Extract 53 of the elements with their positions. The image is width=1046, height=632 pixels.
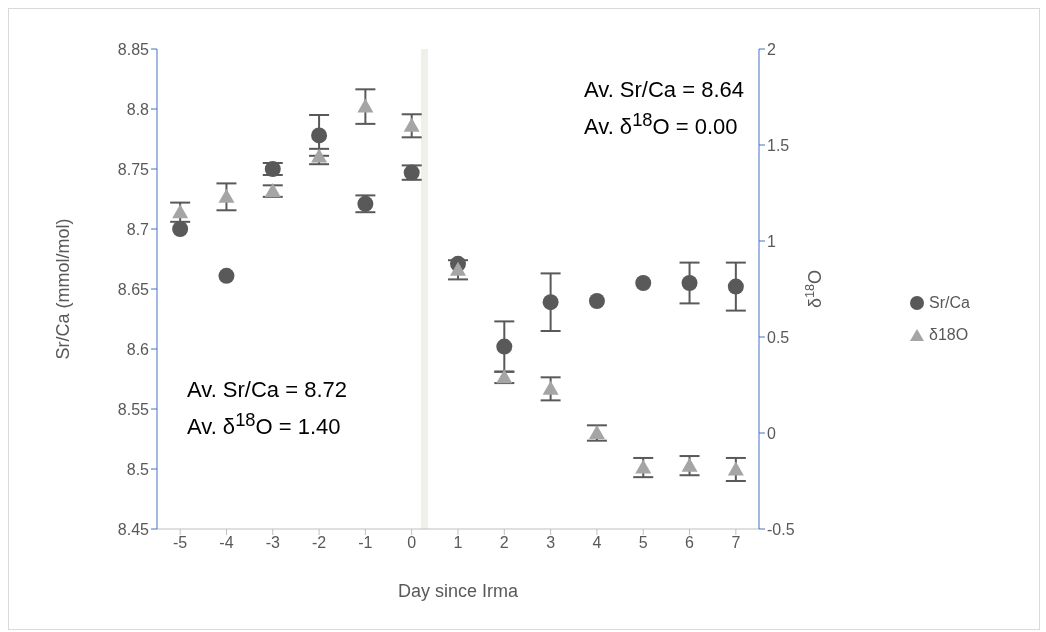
x-tick-label: 4 [592,534,602,552]
point [218,267,235,284]
x-tick-label: -4 [219,534,234,552]
y2-tick-label: 0 [767,424,776,442]
legend-label: δ18O [929,326,969,344]
annotation: Av. δ$^{18}$O = 1.40 [187,409,341,441]
y-tick-label: 8.55 [117,400,150,418]
point [403,117,420,132]
y-axis-title: Sr/Ca (mmol/mol) [53,218,74,360]
y-tick-label: 8.75 [117,160,150,178]
point [450,261,466,276]
point [588,293,605,309]
x-tick-label: -1 [358,534,373,552]
point [727,278,744,295]
y2-tick-label: -0.5 [767,520,795,538]
x-axis-title: Day since Irma [397,581,519,601]
y2-tick-label: 2 [767,40,776,58]
x-tick-label: -3 [265,534,280,552]
y-tick-label: 8.7 [126,220,150,238]
annotation: Av. Sr/Ca = 8.72 [187,377,347,403]
x-tick-label: 2 [499,534,509,552]
point [311,127,328,144]
y-tick-label: 8.6 [126,340,150,358]
point [496,338,513,355]
y-tick-label: 8.65 [117,280,150,298]
y2-tick-label: 1.5 [767,136,790,154]
point [635,459,652,474]
x-tick-label: 7 [731,534,741,552]
y-tick-label: 8.5 [126,460,150,478]
y-tick-label: 8.8 [126,100,150,118]
x-tick-label: 6 [685,534,695,552]
point [218,188,235,203]
x-tick-label: 0 [407,534,417,552]
point [542,294,559,311]
y2-tick-label: 0.5 [767,328,790,346]
legend-label: Sr/Ca [929,294,970,312]
point [681,457,698,472]
annotation: Av. δ$^{18}$O = 0.00 [584,109,738,141]
x-tick-label: 5 [638,534,648,552]
x-tick-label: -5 [173,534,188,552]
y2-tick-label: 1 [767,232,776,250]
point [172,221,189,237]
y-tick-label: 8.45 [117,520,150,538]
y-tick-label: 8.85 [117,40,150,58]
point [357,98,374,113]
x-tick-label: 1 [453,534,463,552]
point [727,461,744,476]
x-tick-label: -2 [311,534,327,552]
annotation: Av. Sr/Ca = 8.64 [584,77,744,103]
point [681,275,698,291]
point [635,275,652,291]
x-tick-label: 3 [546,534,556,552]
point [542,380,559,395]
